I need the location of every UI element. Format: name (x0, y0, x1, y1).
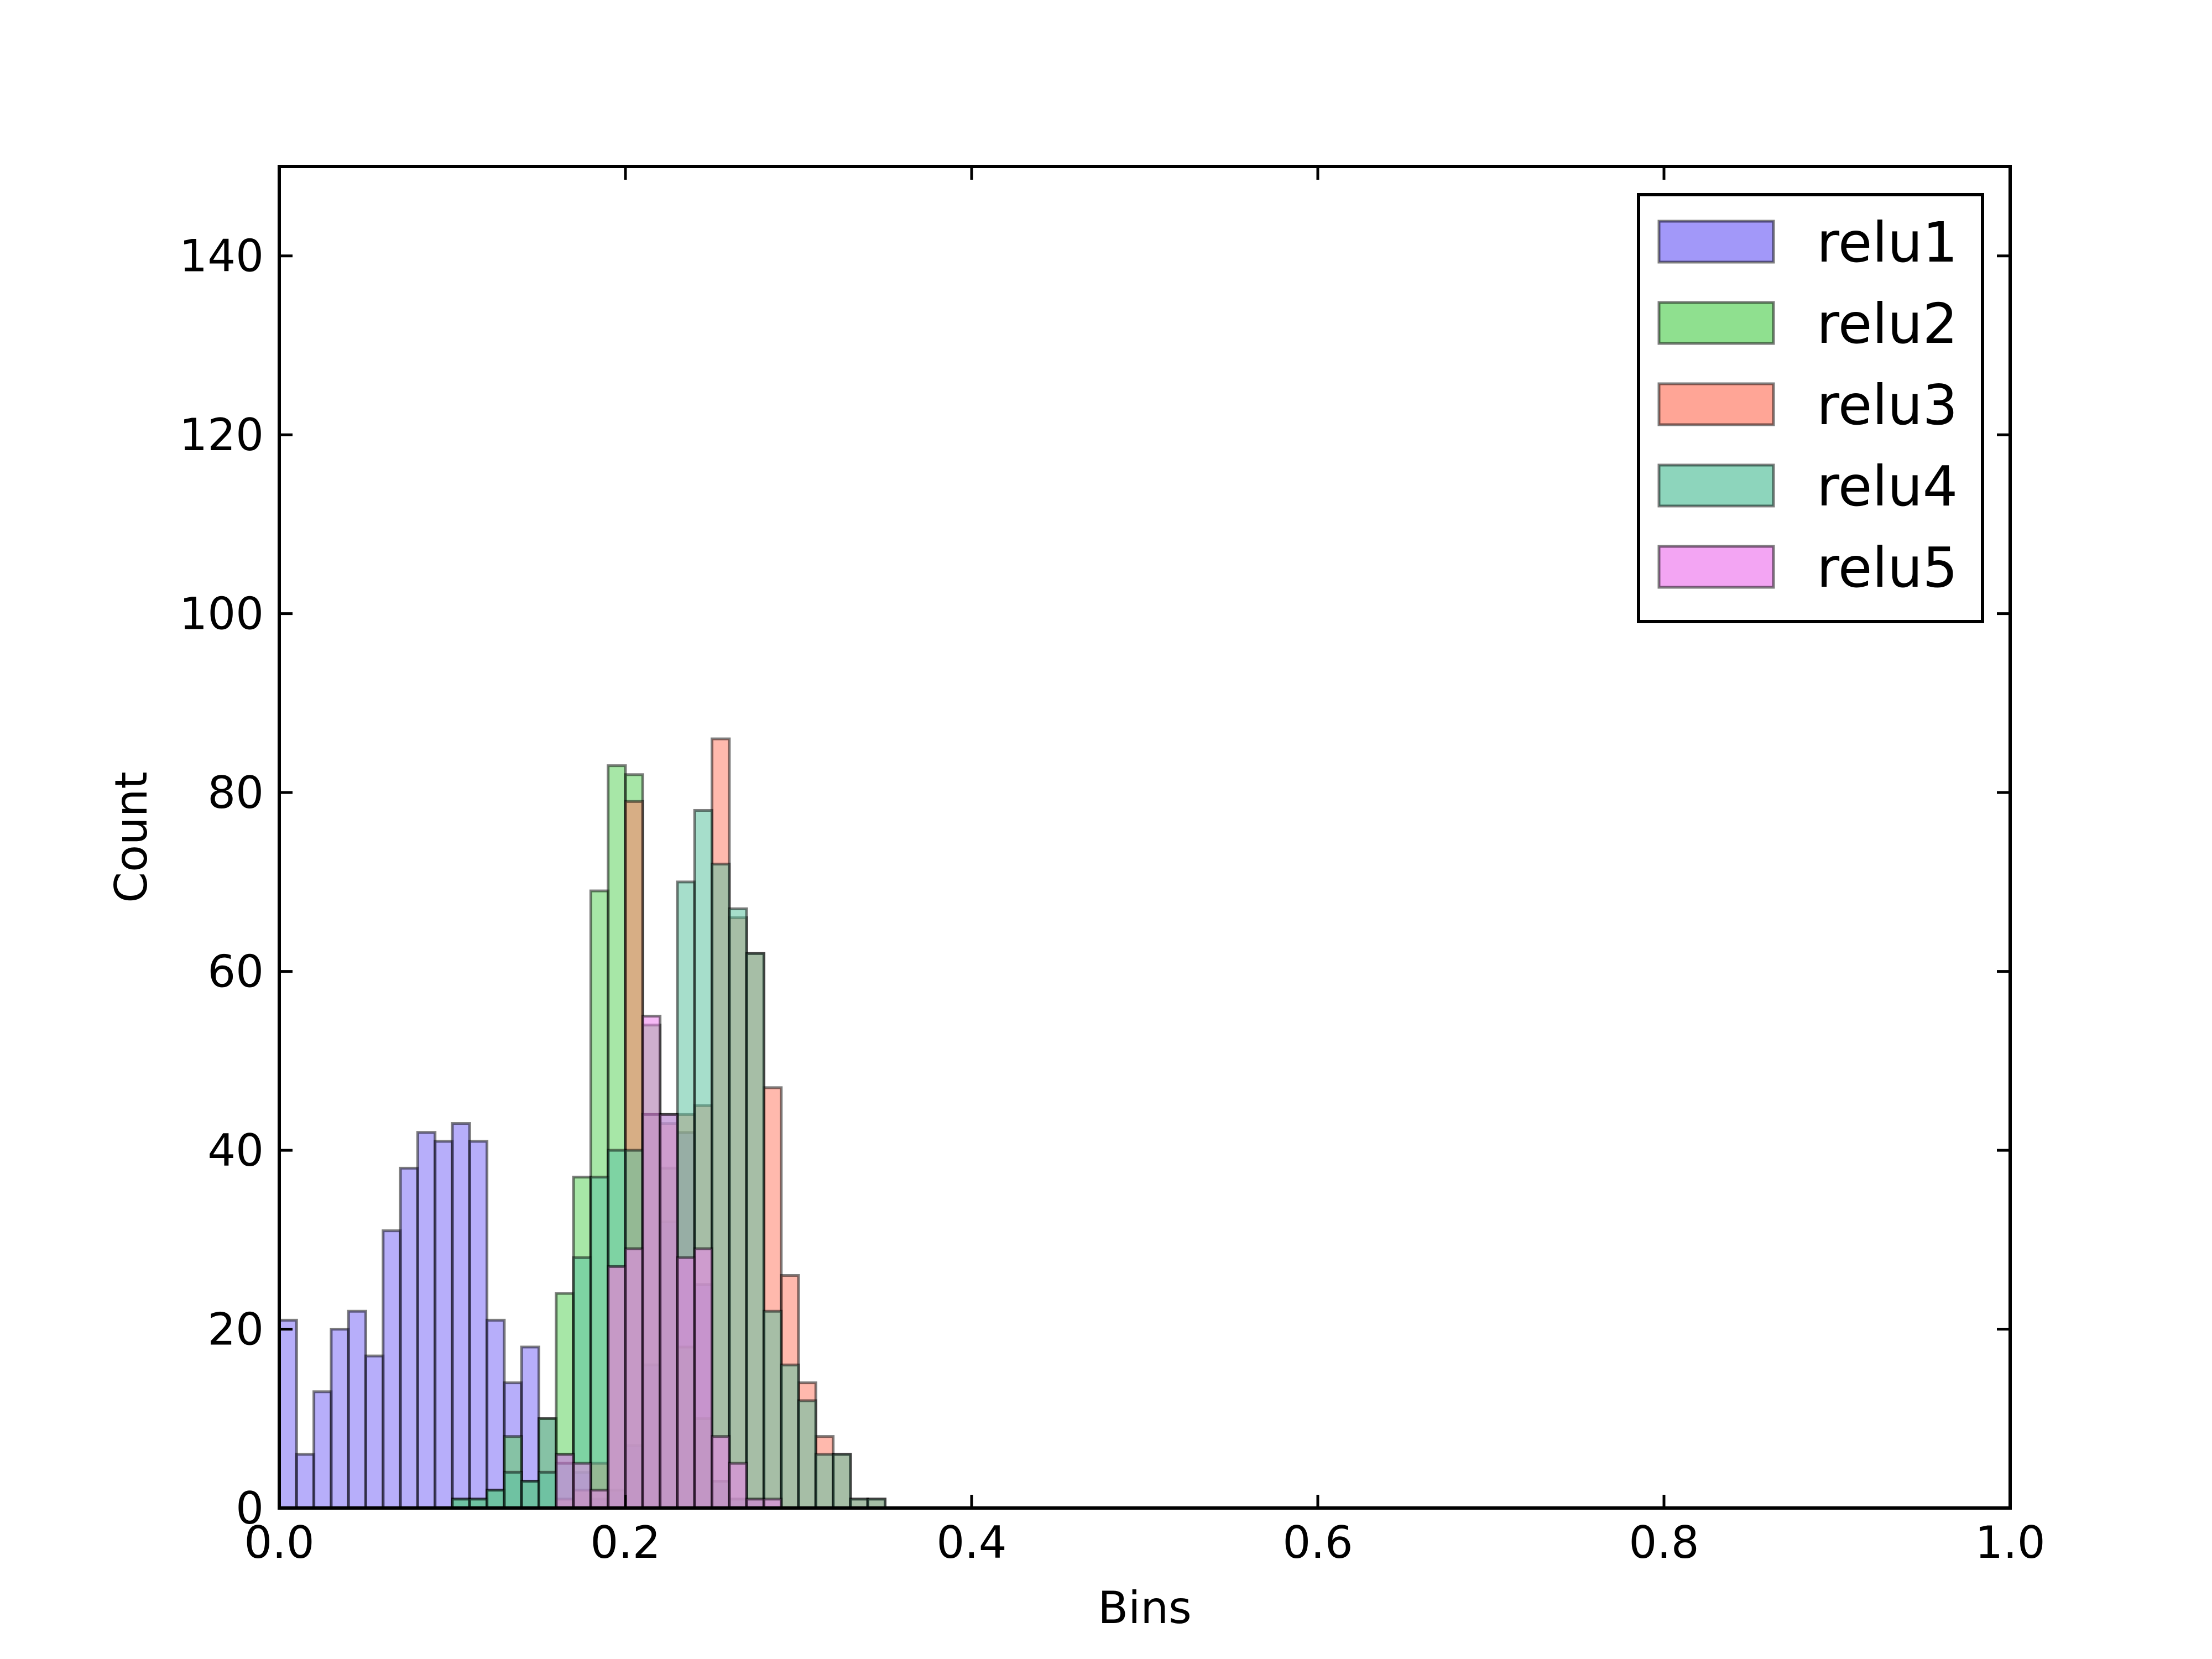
legend-label-relu5: relu5 (1817, 535, 1958, 600)
bar-relu4-27 (745, 952, 765, 1510)
legend-label-relu1: relu1 (1817, 210, 1958, 275)
bar-relu4-31 (814, 1453, 835, 1510)
bar-relu4-32 (832, 1453, 852, 1510)
legend-swatch-relu2 (1657, 301, 1775, 345)
x-tick-label: 1.0 (1975, 1517, 2045, 1568)
bar-relu1-5 (364, 1354, 385, 1510)
y-tick-label: 40 (207, 1125, 264, 1176)
bar-relu4-28 (762, 1310, 783, 1510)
x-tick-label: 0.6 (1282, 1517, 1353, 1568)
plot-frame (278, 165, 2012, 1510)
y-tick-label: 100 (179, 588, 264, 640)
bar-relu5-18 (589, 1489, 610, 1510)
x-tick-label: 0.8 (1629, 1517, 1699, 1568)
bar-relu5-25 (711, 1435, 731, 1510)
bar-relu1-2 (312, 1390, 333, 1510)
bar-relu5-26 (728, 1462, 748, 1510)
y-tick-label: 0 (236, 1483, 264, 1534)
bar-relu1-9 (434, 1140, 454, 1510)
legend-label-relu3: relu3 (1817, 373, 1958, 437)
bar-relu4-29 (780, 1363, 800, 1510)
bar-relu4-26 (728, 907, 748, 1510)
y-tick-label: 120 (179, 409, 264, 461)
bar-relu1-0 (278, 1318, 298, 1510)
bar-relu5-23 (676, 1256, 696, 1510)
legend-label-relu2: relu2 (1817, 291, 1958, 356)
y-axis-label: Count (106, 771, 157, 903)
bar-relu5-22 (659, 1113, 679, 1510)
bar-relu1-4 (347, 1310, 368, 1510)
bar-relu4-25 (711, 863, 731, 1510)
bar-relu5-20 (624, 1247, 644, 1510)
y-tick-label: 140 (179, 231, 264, 282)
bar-relu5-16 (555, 1453, 575, 1510)
legend-swatch-relu3 (1657, 382, 1775, 426)
y-tick-label: 80 (207, 767, 264, 818)
legend-swatch-relu5 (1657, 545, 1775, 589)
legend-label-relu4: relu4 (1817, 454, 1958, 519)
bar-relu1-7 (399, 1166, 419, 1510)
bar-relu4-14 (520, 1479, 541, 1510)
y-tick-label: 60 (207, 946, 264, 998)
bar-relu4-12 (486, 1489, 506, 1510)
bar-relu1-6 (382, 1229, 402, 1510)
x-tick-label: 0.0 (244, 1517, 314, 1568)
histogram-bars (278, 737, 886, 1510)
bar-relu1-3 (330, 1328, 350, 1510)
bar-relu4-30 (797, 1399, 817, 1510)
bar-relu4-13 (503, 1470, 523, 1510)
bar-relu1-11 (468, 1140, 489, 1510)
bar-relu4-15 (538, 1470, 558, 1510)
bar-relu5-24 (693, 1247, 713, 1510)
bar-relu1-8 (416, 1131, 437, 1510)
bar-relu1-12 (486, 1318, 506, 1510)
x-tick-label: 0.2 (590, 1517, 660, 1568)
x-tick-label: 0.4 (936, 1517, 1006, 1568)
y-tick-label: 20 (207, 1304, 264, 1355)
legend: relu1 relu2 relu3 relu4 relu5 (1637, 193, 1984, 623)
x-axis-label: Bins (1098, 1582, 1192, 1634)
bar-relu5-19 (607, 1265, 627, 1510)
legend-swatch-relu4 (1657, 463, 1775, 508)
bar-relu4-18 (589, 1176, 610, 1510)
legend-swatch-relu1 (1657, 220, 1775, 264)
bar-relu1-1 (295, 1453, 316, 1510)
axis-ticks: 0.0 0.2 0.4 0.6 0.8 1.0 0 20 40 60 80 100 120 140 (179, 166, 2046, 1568)
bar-relu1-10 (451, 1122, 471, 1510)
bar-relu5-17 (572, 1462, 592, 1510)
bar-relu5-21 (641, 1014, 662, 1510)
